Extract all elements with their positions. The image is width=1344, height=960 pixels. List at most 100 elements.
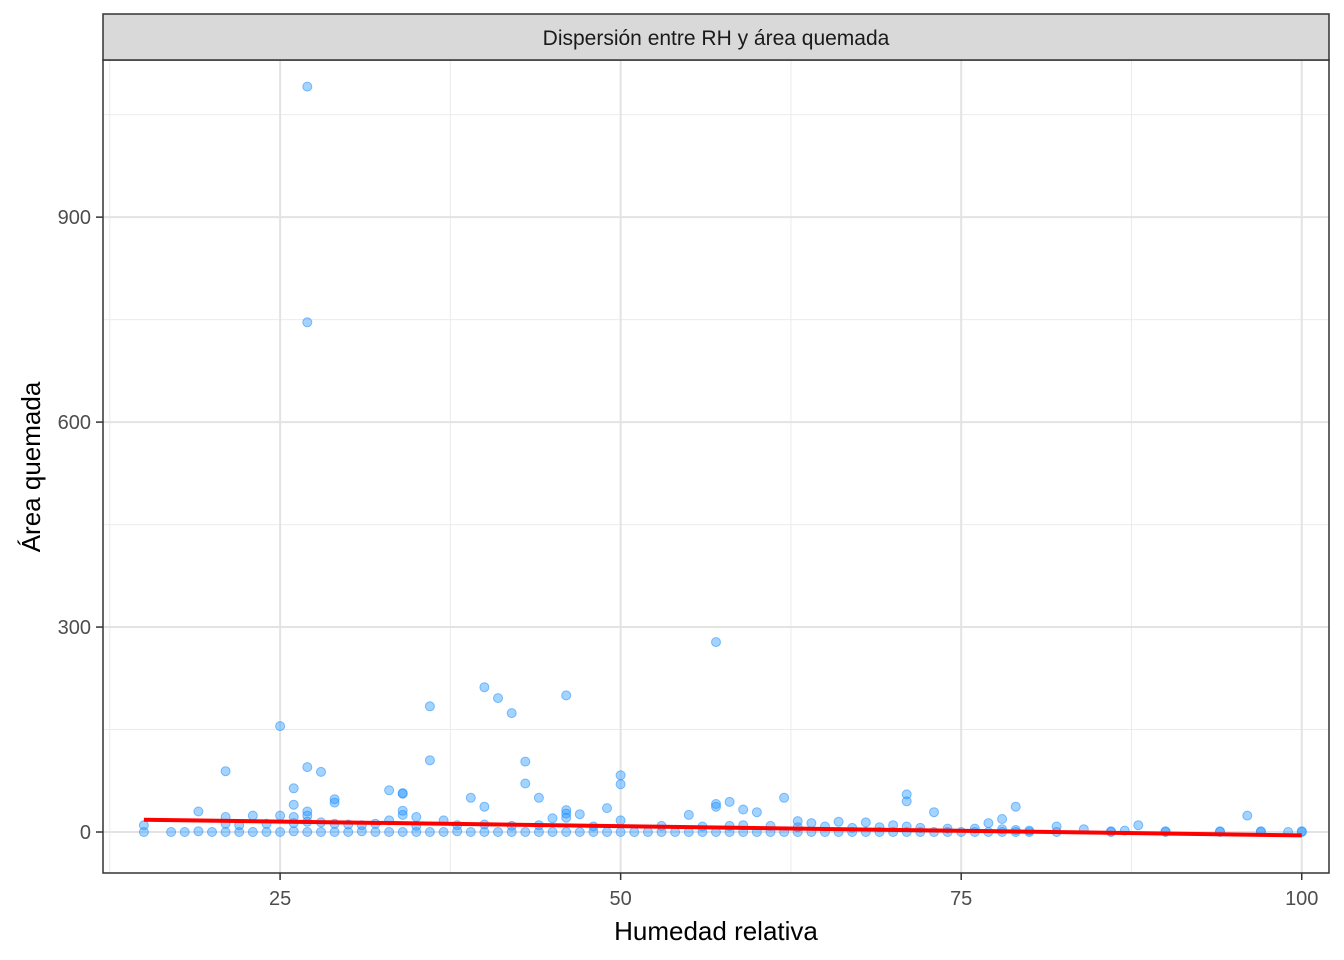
data-point — [1010, 801, 1021, 812]
data-point — [261, 827, 272, 837]
data-point — [561, 827, 572, 837]
data-point — [833, 816, 844, 827]
y-tick-label: 0 — [80, 822, 91, 844]
facet-strip-title: Dispersión entre RH y área quemada — [543, 27, 890, 50]
data-point — [411, 827, 422, 837]
data-point — [302, 827, 313, 837]
x-tick-label: 50 — [610, 888, 632, 910]
data-point — [711, 637, 721, 648]
data-point — [397, 788, 408, 799]
data-point — [179, 827, 190, 837]
data-point — [247, 827, 258, 837]
data-point — [329, 797, 340, 808]
data-point — [356, 826, 367, 837]
data-point — [302, 81, 313, 92]
data-point — [288, 799, 299, 810]
data-point — [424, 827, 435, 837]
data-point — [683, 809, 694, 820]
data-point — [275, 810, 286, 821]
data-point — [929, 807, 939, 818]
data-point — [166, 827, 177, 837]
data-point — [901, 796, 912, 807]
data-point — [506, 708, 517, 719]
data-point — [275, 827, 286, 837]
data-point — [207, 827, 217, 837]
data-point — [574, 809, 585, 820]
data-point — [329, 794, 340, 805]
data-point — [533, 827, 544, 837]
data-point — [642, 827, 653, 837]
data-point — [424, 755, 435, 766]
data-point — [615, 815, 626, 826]
data-point — [438, 827, 449, 837]
data-point — [247, 810, 258, 821]
data-point — [520, 778, 531, 789]
data-point — [220, 766, 231, 777]
data-point — [615, 770, 626, 781]
data-point — [465, 827, 476, 837]
data-point — [561, 805, 572, 816]
data-point — [1133, 820, 1144, 831]
data-point — [384, 785, 395, 796]
data-point — [561, 812, 572, 823]
data-point — [316, 827, 326, 837]
data-point — [193, 826, 204, 837]
data-point — [615, 779, 626, 790]
data-point — [329, 827, 340, 837]
data-point — [738, 804, 749, 815]
data-point — [656, 827, 667, 837]
data-point — [547, 827, 558, 837]
data-point — [602, 827, 612, 837]
data-point — [806, 818, 817, 829]
data-point — [343, 827, 354, 837]
y-tick-label: 600 — [58, 412, 91, 434]
data-point — [602, 803, 612, 814]
data-point — [997, 814, 1008, 824]
data-point — [479, 827, 490, 837]
data-point — [506, 827, 517, 837]
data-point — [983, 818, 994, 829]
data-point — [860, 817, 871, 828]
data-point — [479, 801, 490, 812]
y-tick-label: 900 — [58, 207, 91, 229]
data-point — [384, 827, 395, 837]
data-point — [479, 682, 490, 693]
y-axis-title: Área quemada — [16, 381, 46, 552]
x-axis-title: Humedad relativa — [614, 916, 818, 946]
data-point — [901, 789, 912, 800]
y-tick-label: 300 — [58, 617, 91, 639]
data-point — [397, 827, 408, 837]
data-point — [465, 792, 476, 803]
data-point — [302, 762, 313, 773]
data-point — [711, 799, 721, 809]
data-point — [751, 807, 762, 818]
data-point — [533, 792, 544, 803]
data-point — [234, 827, 245, 837]
x-tick-label: 25 — [269, 888, 291, 910]
data-point — [411, 812, 422, 822]
data-point — [493, 693, 503, 704]
data-point — [615, 827, 626, 837]
minor-grid — [103, 60, 1329, 873]
plot-background — [103, 60, 1329, 873]
data-point — [193, 806, 204, 817]
x-tick-label: 100 — [1285, 888, 1318, 910]
data-point — [424, 701, 435, 712]
data-point — [493, 827, 503, 837]
data-point — [561, 690, 572, 701]
data-point — [316, 766, 326, 777]
data-point — [397, 809, 408, 820]
trend-layer — [143, 817, 1302, 838]
data-point — [547, 813, 558, 824]
data-point — [779, 792, 790, 803]
data-point — [588, 827, 599, 837]
data-point — [220, 827, 231, 837]
data-point — [520, 756, 531, 767]
data-point — [711, 801, 721, 812]
data-point — [138, 827, 149, 837]
data-point — [370, 827, 381, 837]
data-point — [1242, 810, 1253, 821]
data-point — [288, 826, 299, 837]
y-axis: 0 300 600 900 — [58, 207, 103, 844]
